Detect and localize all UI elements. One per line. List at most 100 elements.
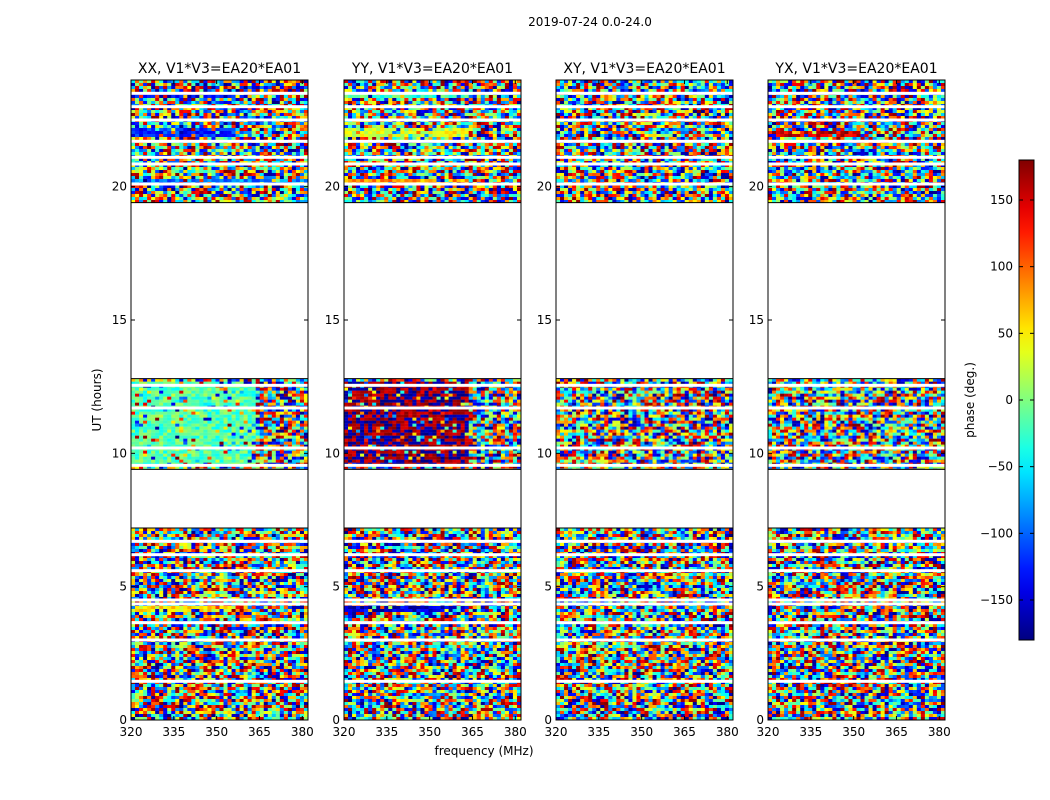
heatmap-cell xyxy=(175,89,179,92)
heatmap-cell xyxy=(135,412,139,415)
heatmap-cell xyxy=(244,534,248,537)
heatmap-cell xyxy=(191,705,195,708)
heatmap-cell xyxy=(151,457,155,460)
heatmap-cell xyxy=(167,588,171,591)
heatmap-cell xyxy=(143,388,147,391)
heatmap-cell xyxy=(215,412,219,415)
heatmap-cell xyxy=(215,564,219,567)
heatmap-cell xyxy=(215,675,219,678)
heatmap-cell xyxy=(211,131,215,134)
heatmap-cell xyxy=(260,666,264,669)
heatmap-cell xyxy=(248,427,252,430)
heatmap-cell xyxy=(264,537,268,540)
heatmap-cell xyxy=(135,537,139,540)
heatmap-cell xyxy=(260,627,264,630)
heatmap-cell xyxy=(207,645,211,648)
heatmap-cell xyxy=(236,615,240,618)
heatmap-cell xyxy=(248,546,252,549)
heatmap-cell xyxy=(260,702,264,705)
heatmap-cell xyxy=(220,549,224,552)
heatmap-cell xyxy=(252,711,256,714)
heatmap-cell xyxy=(183,531,187,534)
heatmap-cell xyxy=(179,131,183,134)
heatmap-cell xyxy=(236,624,240,627)
heatmap-cell xyxy=(203,391,207,394)
heatmap-cell xyxy=(187,624,191,627)
heatmap-cell xyxy=(183,546,187,549)
heatmap-cell xyxy=(207,573,211,576)
heatmap-cell xyxy=(284,684,288,687)
heatmap-cell xyxy=(211,451,215,454)
heatmap-cell xyxy=(240,394,244,397)
heatmap-cell xyxy=(159,418,163,421)
heatmap-cell xyxy=(135,633,139,636)
heatmap-cell xyxy=(280,131,284,134)
heatmap-cell xyxy=(207,558,211,561)
heatmap-cell xyxy=(292,391,296,394)
heatmap-cell xyxy=(163,439,167,442)
heatmap-cell xyxy=(268,684,272,687)
heatmap-cell xyxy=(171,400,175,403)
heatmap-cell xyxy=(248,424,252,427)
heatmap-cell xyxy=(175,86,179,89)
heatmap-cell xyxy=(187,576,191,579)
heatmap-cell xyxy=(240,543,244,546)
heatmap-cell xyxy=(256,669,260,672)
heatmap-cell xyxy=(203,534,207,537)
heatmap-cell xyxy=(220,675,224,678)
heatmap-cell xyxy=(183,714,187,717)
heatmap-cell xyxy=(159,460,163,463)
heatmap-cell xyxy=(167,125,171,128)
heatmap-cell xyxy=(155,451,159,454)
heatmap-cell xyxy=(183,415,187,418)
heatmap-cell xyxy=(260,624,264,627)
heatmap-cell xyxy=(220,618,224,621)
heatmap-cell xyxy=(292,415,296,418)
heatmap-cell xyxy=(155,418,159,421)
heatmap-cell xyxy=(300,663,304,666)
heatmap-cell xyxy=(155,705,159,708)
heatmap-cell xyxy=(207,439,211,442)
heatmap-cell xyxy=(292,122,296,125)
heatmap-cell xyxy=(220,591,224,594)
heatmap-cell xyxy=(268,439,272,442)
heatmap-cell xyxy=(300,684,304,687)
heatmap-cell xyxy=(288,690,292,693)
heatmap-cell xyxy=(296,442,300,445)
heatmap-cell xyxy=(143,666,147,669)
heatmap-cell xyxy=(256,543,260,546)
heatmap-cell xyxy=(199,585,203,588)
heatmap-cell xyxy=(280,558,284,561)
heatmap-cell xyxy=(207,388,211,391)
heatmap-cell xyxy=(272,460,276,463)
heatmap-cell xyxy=(240,131,244,134)
heatmap-cell xyxy=(300,594,304,597)
heatmap-cell xyxy=(232,460,236,463)
heatmap-cell xyxy=(264,609,268,612)
heatmap-cell xyxy=(183,666,187,669)
heatmap-cell xyxy=(260,696,264,699)
heatmap-cell xyxy=(199,125,203,128)
heatmap-cell xyxy=(175,101,179,104)
heatmap-cell xyxy=(252,391,256,394)
heatmap-cell xyxy=(244,615,248,618)
heatmap-cell xyxy=(268,391,272,394)
heatmap-cell xyxy=(236,397,240,400)
heatmap-cell xyxy=(191,531,195,534)
heatmap-cell xyxy=(244,531,248,534)
heatmap-cell xyxy=(300,391,304,394)
heatmap-cell xyxy=(163,627,167,630)
heatmap-cell xyxy=(232,573,236,576)
heatmap-cell xyxy=(260,693,264,696)
heatmap-cell xyxy=(264,669,268,672)
heatmap-cell xyxy=(300,648,304,651)
heatmap-cell xyxy=(264,388,268,391)
heatmap-cell xyxy=(207,702,211,705)
heatmap-cell xyxy=(264,690,268,693)
heatmap-cell xyxy=(143,696,147,699)
heatmap-cell xyxy=(191,675,195,678)
heatmap-cell xyxy=(224,564,228,567)
heatmap-cell xyxy=(300,421,304,424)
heatmap-cell xyxy=(236,630,240,633)
heatmap-cell xyxy=(195,98,199,101)
